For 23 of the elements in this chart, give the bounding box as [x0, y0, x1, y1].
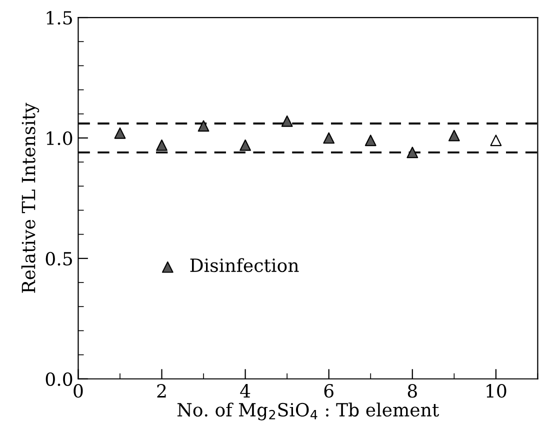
- point: [240, 139, 252, 151]
- point: [156, 139, 168, 151]
- x-tick-label: 8: [408, 384, 417, 398]
- y-tick-label: 0.5: [46, 252, 72, 266]
- legend-label: Disinfection: [190, 258, 299, 272]
- x-tick-label: 2: [157, 384, 166, 398]
- x-tick-label: 6: [324, 384, 334, 398]
- x-tick-label: 10: [486, 384, 506, 398]
- x-axis-title: No. of Mg$_{2}$SiO$_{4}$ : Tb element: [177, 402, 440, 420]
- point: [323, 132, 335, 144]
- point: [448, 130, 460, 142]
- point: [114, 127, 126, 139]
- x-tick-label: 0: [74, 384, 83, 398]
- x-tick-label: 4: [240, 384, 250, 398]
- y-tick-label: 1.0: [46, 131, 72, 146]
- point: [364, 134, 376, 146]
- point: [198, 120, 210, 132]
- point: [281, 115, 293, 127]
- y-tick-label: 0.0: [46, 372, 72, 386]
- point: [490, 134, 502, 146]
- y-axis-title: Relative TL Intensity: [21, 102, 40, 293]
- point: [406, 146, 418, 158]
- y-tick-label: 1.5: [46, 10, 72, 25]
